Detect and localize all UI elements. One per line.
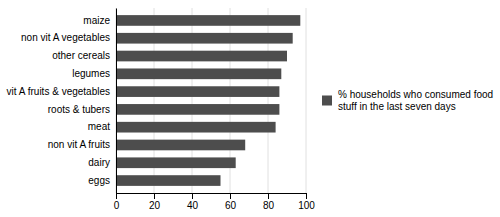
tick-mark <box>268 193 269 199</box>
bar <box>116 104 279 115</box>
tick: meat <box>88 121 110 132</box>
bar <box>116 140 245 151</box>
bar <box>116 68 281 79</box>
bar <box>116 86 279 97</box>
tick-mark <box>306 193 307 199</box>
tick: legumes <box>72 68 110 79</box>
x-axis: 0 20 40 60 80 100 <box>114 193 316 211</box>
y-axis: eggs dairy non vit A fruits meat roots & tub… <box>7 9 117 194</box>
tick-label: roots & tubers <box>48 104 110 115</box>
chart: 0 20 40 60 80 100 eggs dairy non vit A fruits mea… <box>0 0 500 217</box>
tick-mark <box>116 193 117 199</box>
tick-label: 60 <box>225 200 237 211</box>
bar <box>116 15 300 26</box>
bar <box>116 122 276 133</box>
bar <box>116 51 287 62</box>
bars <box>116 15 300 186</box>
tick-label: vit A fruits & vegetables <box>7 86 110 97</box>
tick: 40 <box>187 193 199 211</box>
bar <box>116 33 293 44</box>
axis-line <box>117 193 307 194</box>
tick: non vit A fruits <box>48 139 110 150</box>
tick-label: non vit A fruits <box>48 139 110 150</box>
tick: roots & tubers <box>48 104 110 115</box>
tick-label: other cereals <box>52 50 110 61</box>
tick-label: 40 <box>187 200 199 211</box>
tick-label: dairy <box>88 157 110 168</box>
tick: non vit A vegetables <box>21 32 110 43</box>
tick-label: maize <box>83 15 110 26</box>
tick-mark <box>154 193 155 199</box>
axis-line <box>116 9 117 194</box>
legend: % households who consumed foodstuff in t… <box>322 89 493 112</box>
tick: maize <box>83 15 110 26</box>
grid-line <box>306 8 307 193</box>
tick: other cereals <box>52 50 110 61</box>
tick: 0 <box>114 193 120 211</box>
legend-label: % households who consumed foodstuff in t… <box>338 89 493 112</box>
tick: 60 <box>225 193 237 211</box>
tick: vit A fruits & vegetables <box>7 86 110 97</box>
tick-label: 80 <box>263 200 275 211</box>
tick-label: meat <box>88 121 110 132</box>
tick-label: 0 <box>114 200 120 211</box>
tick: eggs <box>88 175 110 186</box>
tick-label: 100 <box>298 200 315 211</box>
tick: 100 <box>298 193 315 211</box>
tick: dairy <box>88 157 110 168</box>
tick-label: eggs <box>88 175 110 186</box>
tick-label: 20 <box>149 200 161 211</box>
legend-swatch <box>322 96 332 106</box>
tick: 20 <box>149 193 161 211</box>
tick-mark <box>230 193 231 199</box>
grid-line <box>116 8 117 193</box>
tick-label: non vit A vegetables <box>21 32 110 43</box>
grid <box>116 8 306 193</box>
plot: 0 20 40 60 80 100 eggs dairy non vit A fruits mea… <box>7 8 316 211</box>
tick-mark <box>192 193 193 199</box>
bar <box>116 157 236 168</box>
tick-label: legumes <box>72 68 110 79</box>
bar <box>116 175 221 186</box>
tick: 80 <box>263 193 275 211</box>
